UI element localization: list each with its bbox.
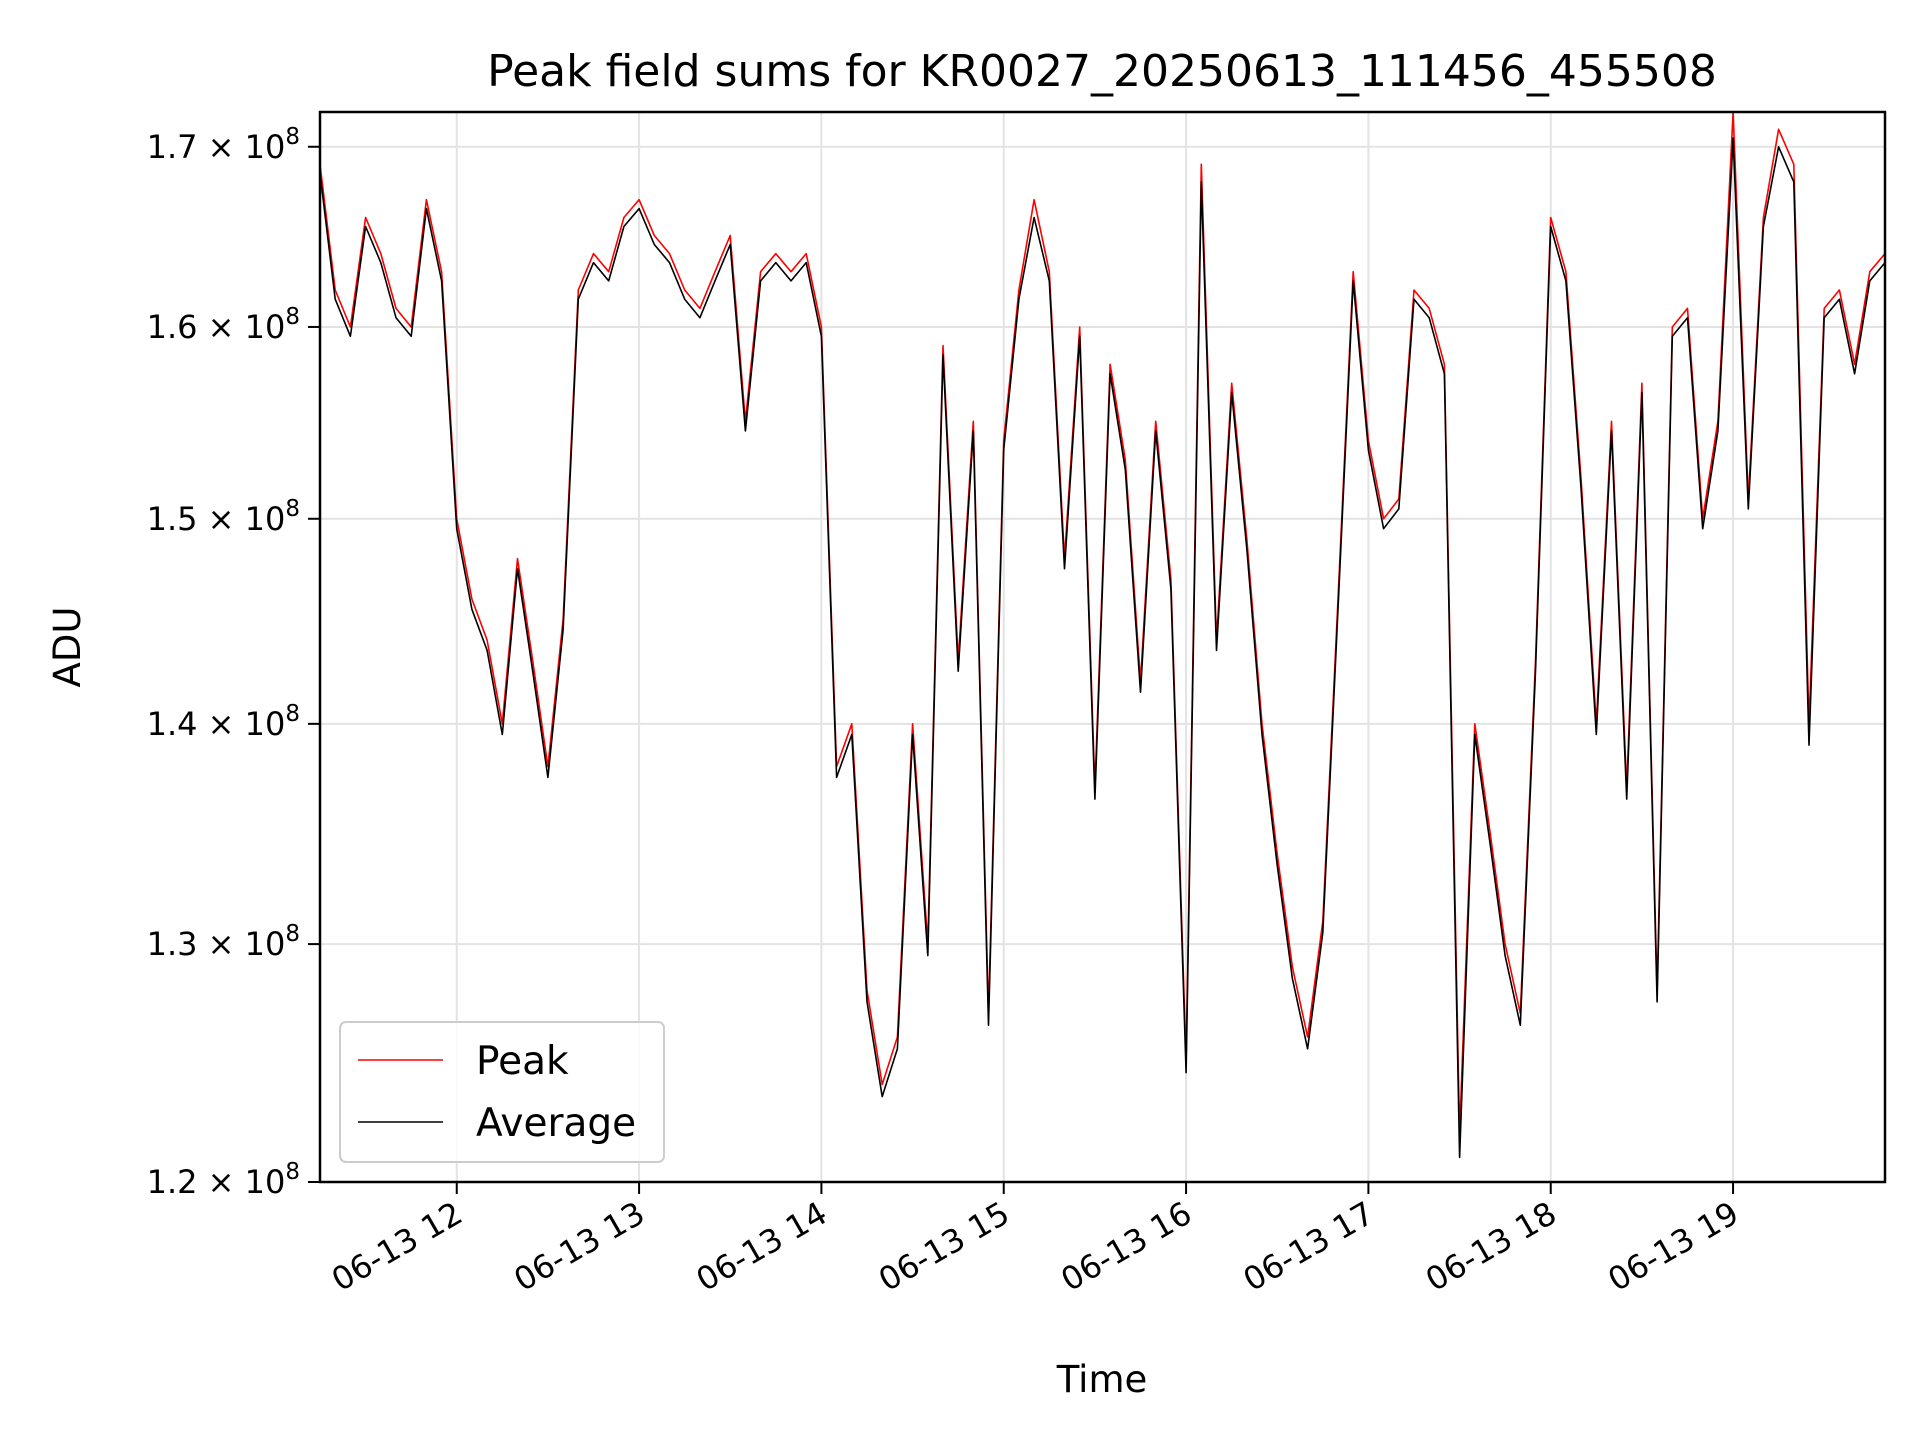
series-line-average (319, 137, 1886, 1159)
legend-label-peak: Peak (476, 1039, 569, 1084)
y-tick-label: 1.4 × 108 (147, 701, 300, 743)
plot-frame (318, 110, 1887, 1184)
y-axis-title: ADU (46, 607, 89, 688)
chart-title: Peak field sums for KR0027_20250613_1114… (487, 46, 1717, 97)
y-axis-ticks: 1.2 × 108 1.3 × 108 1.4 × 108 1.5 × 108 1.6 … (147, 124, 320, 1201)
y-tick-label: 1.3 × 108 (147, 921, 300, 963)
plot-lines (319, 111, 1886, 1159)
y-tick-label: 1.6 × 108 (147, 304, 300, 346)
y-tick-label: 1.5 × 108 (147, 496, 300, 538)
x-axis-title: Time (1056, 1358, 1148, 1401)
legend-label-average: Average (476, 1101, 636, 1146)
legend-box (339, 1021, 665, 1163)
legend: Peak Average (339, 1021, 665, 1163)
y-tick-label: 1.7 × 108 (147, 124, 300, 166)
y-tick-label: 1.2 × 108 (147, 1159, 300, 1201)
